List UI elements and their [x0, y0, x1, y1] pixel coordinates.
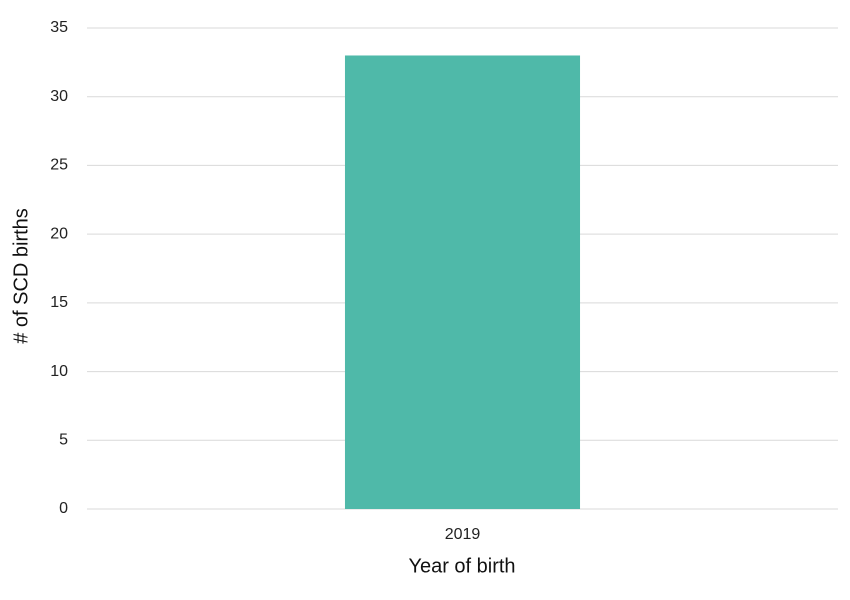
- y-axis-title: # of SCD births: [10, 208, 32, 344]
- x-tick-label: 2019: [445, 526, 481, 543]
- x-axis-title: Year of birth: [408, 555, 515, 577]
- y-tick-label: 5: [59, 432, 68, 449]
- y-tick-label: 15: [50, 294, 68, 311]
- y-tick-label: 35: [50, 19, 68, 36]
- y-tick-label: 30: [50, 88, 68, 105]
- y-tick-label: 20: [50, 225, 68, 242]
- y-tick-label: 0: [59, 500, 68, 517]
- y-tick-label: 25: [50, 157, 68, 174]
- y-tick-label: 10: [50, 363, 68, 380]
- bar: [344, 55, 581, 509]
